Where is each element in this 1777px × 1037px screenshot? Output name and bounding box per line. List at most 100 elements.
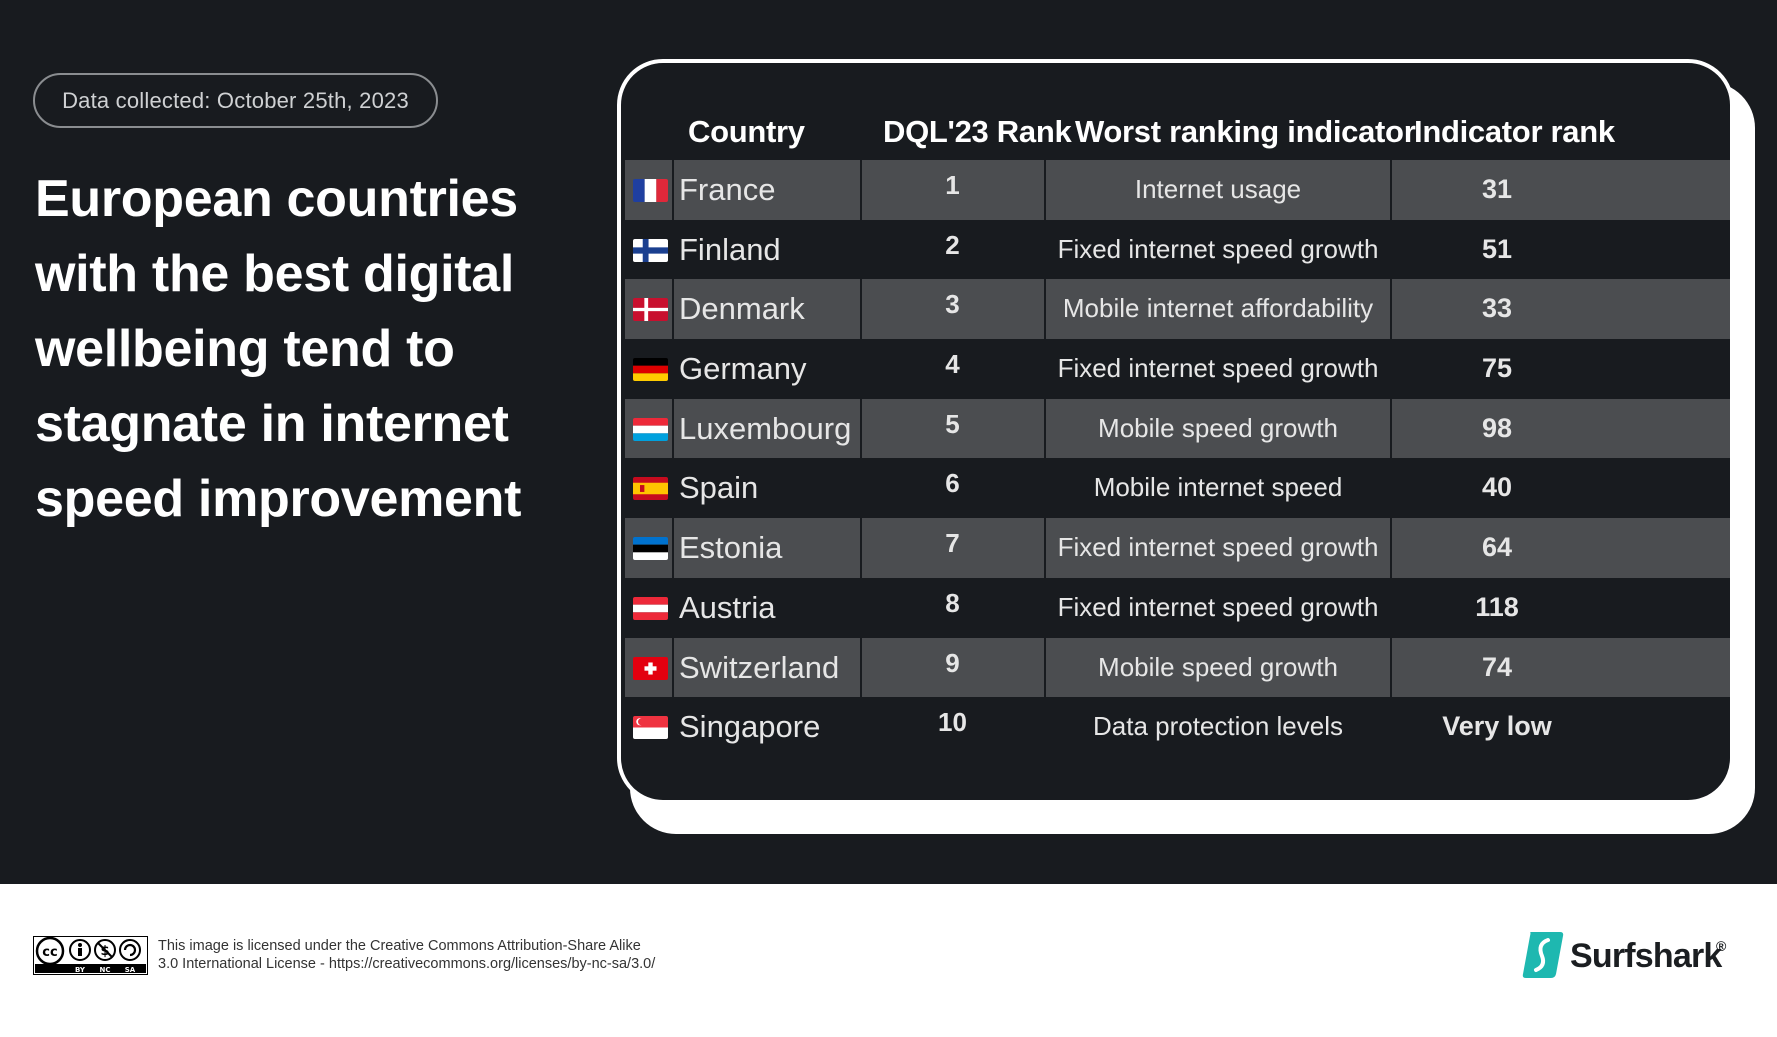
country-cell: Finland <box>679 231 781 267</box>
headline-line: European countries <box>35 170 518 228</box>
indicator-rank-cell: 40 <box>1481 472 1513 503</box>
luxembourg-flag-icon <box>633 417 668 441</box>
switzerland-flag-icon <box>633 656 668 680</box>
svg-text:cc: cc <box>42 945 57 960</box>
dql-rank-cell: 9 <box>945 647 960 678</box>
indicator-rank-cell: 33 <box>1481 293 1513 324</box>
denmark-flag-icon <box>633 298 668 322</box>
cell-divider <box>1390 160 1392 220</box>
worst-indicator-cell: Mobile internet speed <box>1093 472 1343 503</box>
license-line-2: 3.0 International License - https://crea… <box>158 956 656 972</box>
dql-rank-cell: 8 <box>945 587 960 618</box>
cell-divider <box>1390 398 1392 459</box>
table-row: Austria 8 Fixed internet speed growth 118 <box>625 578 1730 638</box>
cell-divider <box>672 637 674 698</box>
headline: European countries with the best digital… <box>35 162 595 537</box>
worst-indicator-cell: Data protection levels <box>1092 711 1344 742</box>
table-row: Estonia 7 Fixed internet speed growth 64 <box>625 518 1730 578</box>
cell-divider <box>1390 279 1392 340</box>
cell-divider <box>1390 637 1392 698</box>
worst-indicator-cell: Internet usage <box>1134 174 1302 204</box>
cell-divider <box>860 160 862 220</box>
indicator-rank-cell: 64 <box>1481 532 1513 563</box>
indicator-rank-cell: 74 <box>1481 651 1513 682</box>
country-cell: Singapore <box>679 709 821 745</box>
brand-registered-mark: ® <box>1716 938 1727 954</box>
table-row: Singapore 10 Data protection levels Very lo… <box>625 697 1730 757</box>
cc-label-by: BY <box>75 966 86 974</box>
table-row: Switzerland 9 Mobile speed growth 74 <box>625 637 1730 698</box>
worst-indicator-cell: Fixed internet speed growth <box>1057 233 1379 264</box>
table-body: France 1 Internet usage 31 Finland 2 Fixed int… <box>625 160 1730 757</box>
svg-text:$: $ <box>100 944 109 959</box>
worst-indicator-cell: Fixed internet speed growth <box>1057 532 1379 563</box>
cell-divider <box>860 637 862 698</box>
cell-divider <box>1044 279 1046 340</box>
table-row: Germany 4 Fixed internet speed growth 75 <box>625 339 1730 399</box>
dql-rank-cell: 4 <box>945 349 960 380</box>
cell-divider <box>1044 398 1046 459</box>
cell-divider <box>860 518 862 578</box>
country-cell: France <box>679 172 776 207</box>
column-header-country: Country <box>688 114 805 149</box>
creative-commons-icon: cc $ BY NC SA <box>33 936 148 975</box>
indicator-rank-cell: 51 <box>1481 233 1513 264</box>
dql-rank-cell: 7 <box>945 528 960 559</box>
cell-divider <box>672 279 674 340</box>
indicator-rank-cell: 75 <box>1481 353 1513 384</box>
headline-line: speed improvement <box>35 470 522 528</box>
cell-divider <box>1044 160 1046 220</box>
country-cell: Luxembourg <box>679 410 852 446</box>
table-row: Finland 2 Fixed internet speed growth 51 <box>625 220 1730 280</box>
brand-name: Surfshark <box>1570 937 1722 975</box>
country-cell: Denmark <box>679 291 805 327</box>
cell-divider <box>672 518 674 578</box>
indicator-rank-cell: 31 <box>1481 174 1513 204</box>
singapore-flag-icon <box>633 716 668 740</box>
country-cell: Austria <box>679 589 776 625</box>
column-header-indicator-rank: Indicator rank <box>1414 114 1615 149</box>
column-header-indicator: Worst ranking indicator <box>1075 114 1416 149</box>
dql-rank-cell: 3 <box>945 289 960 320</box>
country-cell: Spain <box>679 470 759 506</box>
table-row: Luxembourg 5 Mobile speed growth 98 <box>625 398 1730 459</box>
headline-line: wellbeing tend to <box>35 320 455 378</box>
france-flag-icon <box>633 179 668 202</box>
country-cell: Switzerland <box>679 649 840 685</box>
worst-indicator-cell: Mobile internet affordability <box>1062 293 1374 324</box>
worst-indicator-cell: Mobile speed growth <box>1098 651 1338 682</box>
cell-divider <box>1390 518 1392 578</box>
finland-flag-icon <box>633 238 668 262</box>
germany-flag-icon <box>633 358 668 382</box>
cell-divider <box>672 160 674 220</box>
license-text: This image is licensed under the Creativ… <box>158 937 655 973</box>
table-row: France 1 Internet usage 31 <box>625 160 1730 220</box>
table-row: Denmark 3 Mobile internet affordability 33 <box>625 279 1730 340</box>
ranking-table-card: Country DQL'23 Rank Worst ranking indica… <box>617 59 1734 804</box>
headline-line: stagnate in internet <box>35 395 509 453</box>
cell-divider <box>860 279 862 340</box>
worst-indicator-cell: Fixed internet speed growth <box>1057 591 1379 622</box>
country-cell: Estonia <box>679 530 783 566</box>
column-header-rank: DQL'23 Rank <box>883 114 1072 149</box>
austria-flag-icon <box>633 596 668 620</box>
dql-rank-cell: 5 <box>945 408 960 439</box>
table-header: Country DQL'23 Rank Worst ranking indica… <box>625 100 1730 160</box>
cc-label-nc: NC <box>100 966 111 974</box>
ranking-table: Country DQL'23 Rank Worst ranking indica… <box>625 100 1730 757</box>
estonia-flag-icon <box>633 537 668 561</box>
cell-divider <box>1044 637 1046 698</box>
cell-divider <box>672 398 674 459</box>
indicator-rank-cell: Very low <box>1442 711 1552 742</box>
cc-label-sa: SA <box>125 966 136 974</box>
table-row: Spain 6 Mobile internet speed 40 <box>625 458 1730 518</box>
cell-divider <box>860 398 862 459</box>
dql-rank-cell: 10 <box>938 707 967 738</box>
dql-rank-cell: 1 <box>945 170 960 200</box>
worst-indicator-cell: Mobile speed growth <box>1098 412 1338 443</box>
indicator-rank-cell: 118 <box>1475 591 1519 622</box>
country-cell: Germany <box>679 351 807 387</box>
indicator-rank-cell: 98 <box>1481 412 1513 443</box>
surfshark-logo-icon <box>1522 932 1564 978</box>
dql-rank-cell: 6 <box>945 468 960 499</box>
